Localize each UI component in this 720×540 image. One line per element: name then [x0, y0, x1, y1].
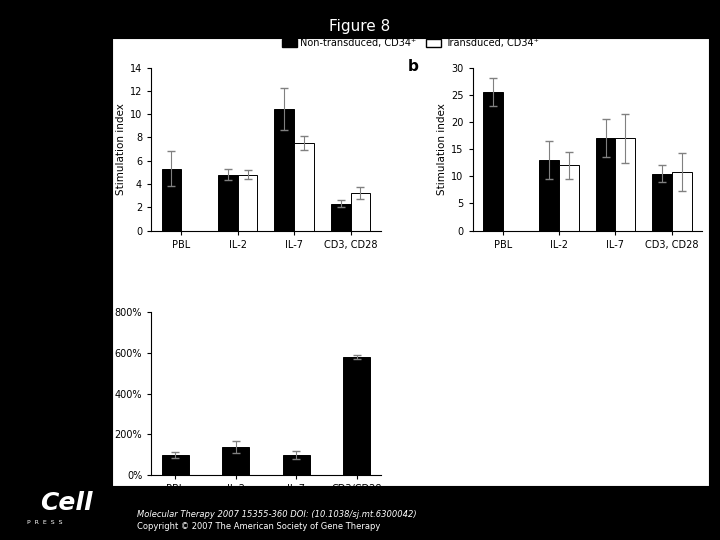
Bar — [672, 172, 692, 231]
Text: a: a — [87, 59, 97, 75]
Text: P  R  E  S  S: P R E S S — [27, 520, 63, 525]
Text: Copyright © 2007 The American Society of Gene Therapy: Copyright © 2007 The American Society of… — [137, 522, 380, 531]
Text: Molecular Therapy 2007 15355-360 DOI: (10.1038/sj.mt.6300042): Molecular Therapy 2007 15355-360 DOI: (1… — [137, 510, 416, 519]
Text: Cell: Cell — [40, 491, 92, 515]
Bar — [351, 193, 370, 231]
Bar — [539, 160, 559, 231]
Text: Figure 8: Figure 8 — [329, 19, 391, 34]
Bar — [616, 138, 635, 231]
Bar — [652, 173, 672, 231]
Bar — [330, 204, 351, 231]
Bar — [274, 110, 294, 231]
Bar — [294, 143, 314, 231]
Text: c: c — [87, 304, 96, 319]
Bar — [161, 455, 189, 475]
Bar — [343, 357, 370, 475]
Bar — [282, 455, 310, 475]
Bar — [595, 138, 616, 231]
Bar — [483, 92, 503, 231]
Bar — [559, 165, 579, 231]
Text: b: b — [408, 59, 419, 75]
Bar — [218, 174, 238, 231]
Y-axis label: Stimulation index: Stimulation index — [437, 103, 447, 195]
Bar — [161, 169, 181, 231]
Bar — [222, 447, 249, 475]
Y-axis label: FOXP3/GAPDH
relative to PBL: FOXP3/GAPDH relative to PBL — [89, 356, 110, 431]
Y-axis label: Stimulation index: Stimulation index — [116, 103, 125, 195]
Bar — [238, 174, 258, 231]
Legend: Non-transduced, CD34⁺, Transduced, CD34⁺: Non-transduced, CD34⁺, Transduced, CD34⁺ — [278, 35, 543, 52]
